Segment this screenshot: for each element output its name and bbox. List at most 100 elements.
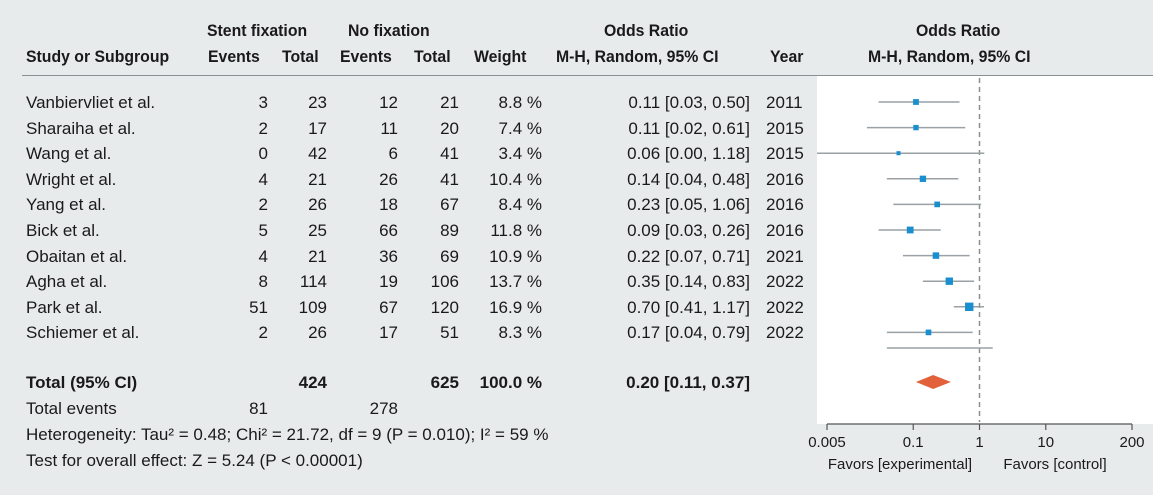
weight-column-header: Weight bbox=[474, 47, 527, 66]
heterogeneity-text: Heterogeneity: Tau² = 0.48; Chi² = 21.72… bbox=[26, 425, 549, 444]
ci-value: 0.11 [0.02, 0.61] bbox=[628, 118, 750, 138]
total-events2-value: 278 bbox=[369, 399, 398, 418]
pooled-diamond bbox=[915, 375, 951, 389]
study-marker bbox=[925, 329, 932, 336]
study-name: Sharaiha et al. bbox=[26, 118, 136, 138]
year-value: 2022 bbox=[766, 323, 804, 343]
overall-effect-text: Test for overall effect: Z = 5.24 (P < 0… bbox=[26, 451, 363, 470]
total2-value: 41 bbox=[440, 144, 459, 164]
odds-ratio-header-left: Odds Ratio bbox=[604, 21, 689, 40]
weight-value: 10.9 % bbox=[489, 246, 542, 266]
x-tick-label: 0.005 bbox=[808, 434, 846, 451]
events2-value: 6 bbox=[388, 144, 398, 164]
events2-value: 26 bbox=[379, 169, 398, 189]
weight-value: 8.4 % bbox=[498, 195, 542, 215]
study-name: Agha et al. bbox=[26, 272, 108, 292]
year-value: 2016 bbox=[766, 221, 804, 240]
year-value: 2022 bbox=[766, 272, 804, 292]
total-ci-value: 0.20 [0.11, 0.37] bbox=[626, 373, 750, 392]
events2-column-header: Events bbox=[340, 47, 392, 66]
ci-value: 0.09 [0.03, 0.26] bbox=[627, 221, 750, 240]
total1-value: 25 bbox=[308, 221, 327, 240]
events1-column-header: Events bbox=[208, 47, 260, 66]
total-events1-value: 81 bbox=[249, 399, 268, 418]
weight-value: 16.9 % bbox=[489, 297, 542, 317]
total2-column-header: Total bbox=[414, 47, 451, 66]
forest-plot-panel bbox=[817, 76, 1153, 424]
method-column-header-left: M-H, Random, 95% CI bbox=[556, 47, 719, 66]
x-tick-label: 0.1 bbox=[903, 434, 924, 451]
ci-value: 0.22 [0.07, 0.71] bbox=[627, 246, 750, 266]
year-value: 2016 bbox=[766, 195, 804, 215]
total1-value: 23 bbox=[308, 93, 327, 112]
study-marker bbox=[913, 124, 919, 131]
total2-value: 106 bbox=[430, 272, 459, 292]
study-name: Schiemer et al. bbox=[26, 323, 140, 343]
total1-value: 424 bbox=[298, 373, 327, 392]
study-name: Wang et al. bbox=[26, 144, 112, 164]
total1-value: 109 bbox=[298, 297, 327, 317]
ci-value: 0.23 [0.05, 1.06] bbox=[627, 195, 750, 215]
study-name: Obaitan et al. bbox=[26, 246, 128, 266]
group1-header: Stent fixation bbox=[207, 21, 308, 40]
total1-value: 21 bbox=[308, 169, 327, 189]
study-marker bbox=[932, 252, 940, 259]
study-marker bbox=[945, 277, 953, 285]
odds-ratio-header-right: Odds Ratio bbox=[916, 21, 1001, 40]
total2-value: 625 bbox=[430, 373, 459, 392]
study-marker bbox=[896, 151, 901, 156]
events1-value: 4 bbox=[258, 169, 268, 189]
total-events-label: Total events bbox=[26, 399, 117, 418]
events2-value: 67 bbox=[379, 297, 398, 317]
events2-value: 36 bbox=[379, 246, 398, 266]
study-marker bbox=[913, 99, 919, 105]
study-marker bbox=[965, 302, 974, 312]
events1-value: 3 bbox=[258, 93, 268, 112]
study-name: Park et al. bbox=[26, 297, 103, 317]
study-name: Bick et al. bbox=[26, 221, 100, 240]
total2-value: 69 bbox=[440, 246, 459, 266]
method-column-header-right: M-H, Random, 95% CI bbox=[868, 47, 1031, 66]
events1-value: 2 bbox=[258, 195, 268, 215]
events2-value: 18 bbox=[379, 195, 398, 215]
weight-value: 8.3 % bbox=[498, 323, 542, 343]
year-column-header: Year bbox=[770, 47, 804, 66]
events1-value: 0 bbox=[258, 144, 268, 164]
year-value: 2016 bbox=[766, 169, 804, 189]
ci-value: 0.06 [0.00, 1.18] bbox=[627, 144, 750, 164]
group2-header: No fixation bbox=[348, 21, 430, 40]
ci-value: 0.70 [0.41, 1.17] bbox=[627, 297, 750, 317]
study-marker bbox=[919, 175, 927, 182]
total2-value: 20 bbox=[440, 118, 459, 138]
events1-value: 2 bbox=[258, 118, 268, 138]
events1-value: 2 bbox=[258, 323, 268, 343]
x-tick-label: 200 bbox=[1119, 434, 1144, 451]
total2-value: 41 bbox=[440, 169, 459, 189]
events2-value: 12 bbox=[379, 93, 398, 112]
favors-experimental-label: Favors [experimental] bbox=[828, 456, 972, 473]
weight-value: 13.7 % bbox=[489, 272, 542, 292]
total1-value: 42 bbox=[308, 144, 327, 164]
year-value: 2015 bbox=[766, 118, 804, 138]
x-tick-label: 1 bbox=[975, 434, 983, 451]
total2-value: 51 bbox=[440, 323, 459, 343]
year-value: 2011 bbox=[766, 93, 803, 112]
study-name: Vanbiervliet et al. bbox=[26, 93, 156, 112]
total-weight-value: 100.0 % bbox=[479, 373, 542, 392]
events1-value: 5 bbox=[258, 221, 268, 240]
weight-value: 3.4 % bbox=[498, 144, 542, 164]
weight-value: 7.4 % bbox=[498, 118, 542, 138]
events1-value: 51 bbox=[249, 297, 268, 317]
total1-column-header: Total bbox=[282, 47, 319, 66]
total2-value: 120 bbox=[430, 297, 459, 317]
total-label: Total (95% CI) bbox=[26, 373, 138, 392]
favors-control-label: Favors [control] bbox=[1003, 456, 1106, 473]
events2-value: 11 bbox=[380, 118, 398, 138]
study-marker bbox=[906, 226, 914, 234]
year-value: 2022 bbox=[766, 297, 804, 317]
study-column-header: Study or Subgroup bbox=[26, 47, 170, 66]
events1-value: 8 bbox=[258, 272, 268, 292]
ci-value: 0.17 [0.04, 0.79] bbox=[627, 323, 750, 343]
total2-value: 67 bbox=[440, 195, 459, 215]
